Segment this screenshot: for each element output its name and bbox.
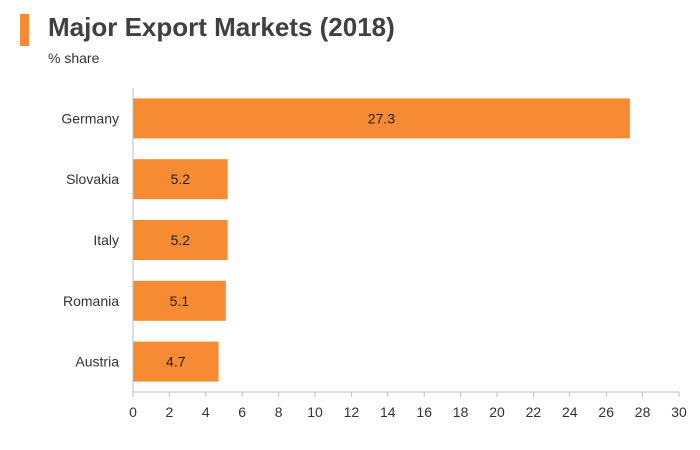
x-tick-label: 2 <box>166 404 174 420</box>
category-label: Romania <box>63 293 119 309</box>
bar-romania <box>133 280 226 321</box>
x-tick-label: 16 <box>416 404 432 420</box>
bar-germany <box>133 98 630 139</box>
data-label: 5.1 <box>170 293 190 309</box>
x-tick-label: 24 <box>562 404 578 420</box>
x-tick-label: 4 <box>202 404 210 420</box>
x-tick-label: 28 <box>635 404 651 420</box>
x-tick-label: 10 <box>307 404 323 420</box>
data-label: 4.7 <box>166 354 186 370</box>
bar-slovakia <box>133 159 228 200</box>
x-tick-label: 20 <box>489 404 505 420</box>
category-label: Germany <box>61 110 119 126</box>
x-tick-label: 14 <box>380 404 396 420</box>
x-tick-label: 26 <box>598 404 614 420</box>
title-accent-bar <box>20 14 29 46</box>
category-label: Slovakia <box>66 171 119 187</box>
x-tick-label: 18 <box>453 404 469 420</box>
data-label: 5.2 <box>171 232 191 248</box>
x-tick-label: 8 <box>275 404 283 420</box>
chart-subtitle: % share <box>48 50 100 66</box>
category-label: Austria <box>75 354 119 370</box>
x-tick-label: 0 <box>129 404 137 420</box>
bar-italy <box>133 220 228 260</box>
x-tick-label: 12 <box>344 404 360 420</box>
x-tick-label: 30 <box>671 404 687 420</box>
chart-title: Major Export Markets (2018) <box>48 12 395 42</box>
category-label: Italy <box>93 232 119 248</box>
data-label: 5.2 <box>171 171 191 187</box>
bar-austria <box>133 341 219 382</box>
data-label: 27.3 <box>368 110 395 126</box>
x-tick-label: 6 <box>238 404 246 420</box>
x-tick-label: 22 <box>526 404 542 420</box>
